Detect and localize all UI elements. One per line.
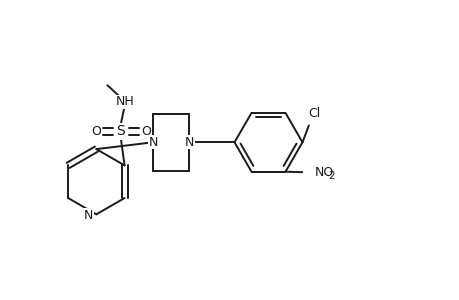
Text: O: O: [91, 125, 101, 138]
Text: N: N: [84, 209, 93, 222]
Text: O: O: [140, 125, 151, 138]
Text: NO: NO: [314, 166, 333, 179]
Text: 2: 2: [328, 171, 335, 181]
Text: Cl: Cl: [308, 107, 320, 120]
Text: N: N: [184, 136, 194, 149]
Text: N: N: [148, 136, 157, 149]
Text: NH: NH: [116, 95, 134, 109]
Text: S: S: [117, 124, 125, 138]
